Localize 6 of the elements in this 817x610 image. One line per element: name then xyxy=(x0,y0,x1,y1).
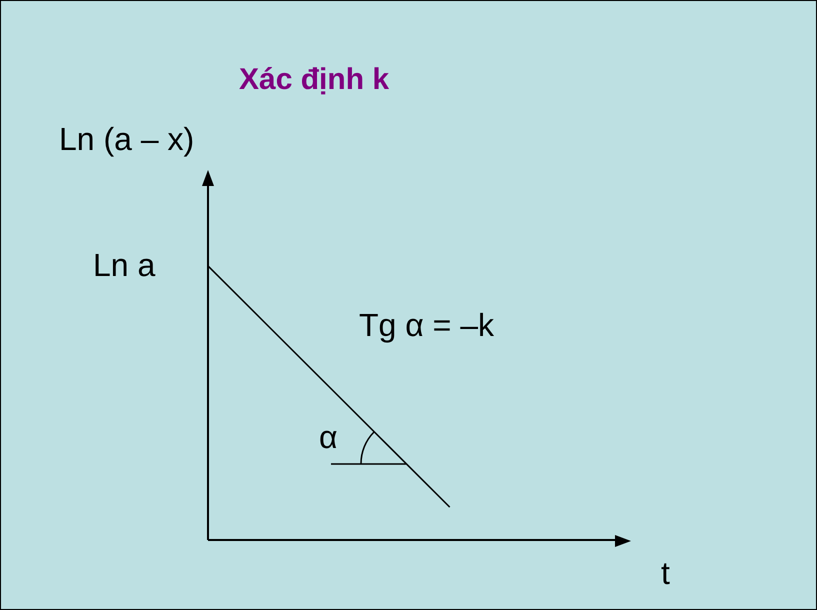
annotation: Tg α = –k xyxy=(359,307,494,343)
text: Ln a xyxy=(93,247,156,283)
y-axis-title: Ln (a – x) xyxy=(59,121,194,157)
x-axis-title: t xyxy=(661,555,670,591)
chart-title: Xác định k xyxy=(239,63,390,96)
annotation: α xyxy=(319,419,338,455)
